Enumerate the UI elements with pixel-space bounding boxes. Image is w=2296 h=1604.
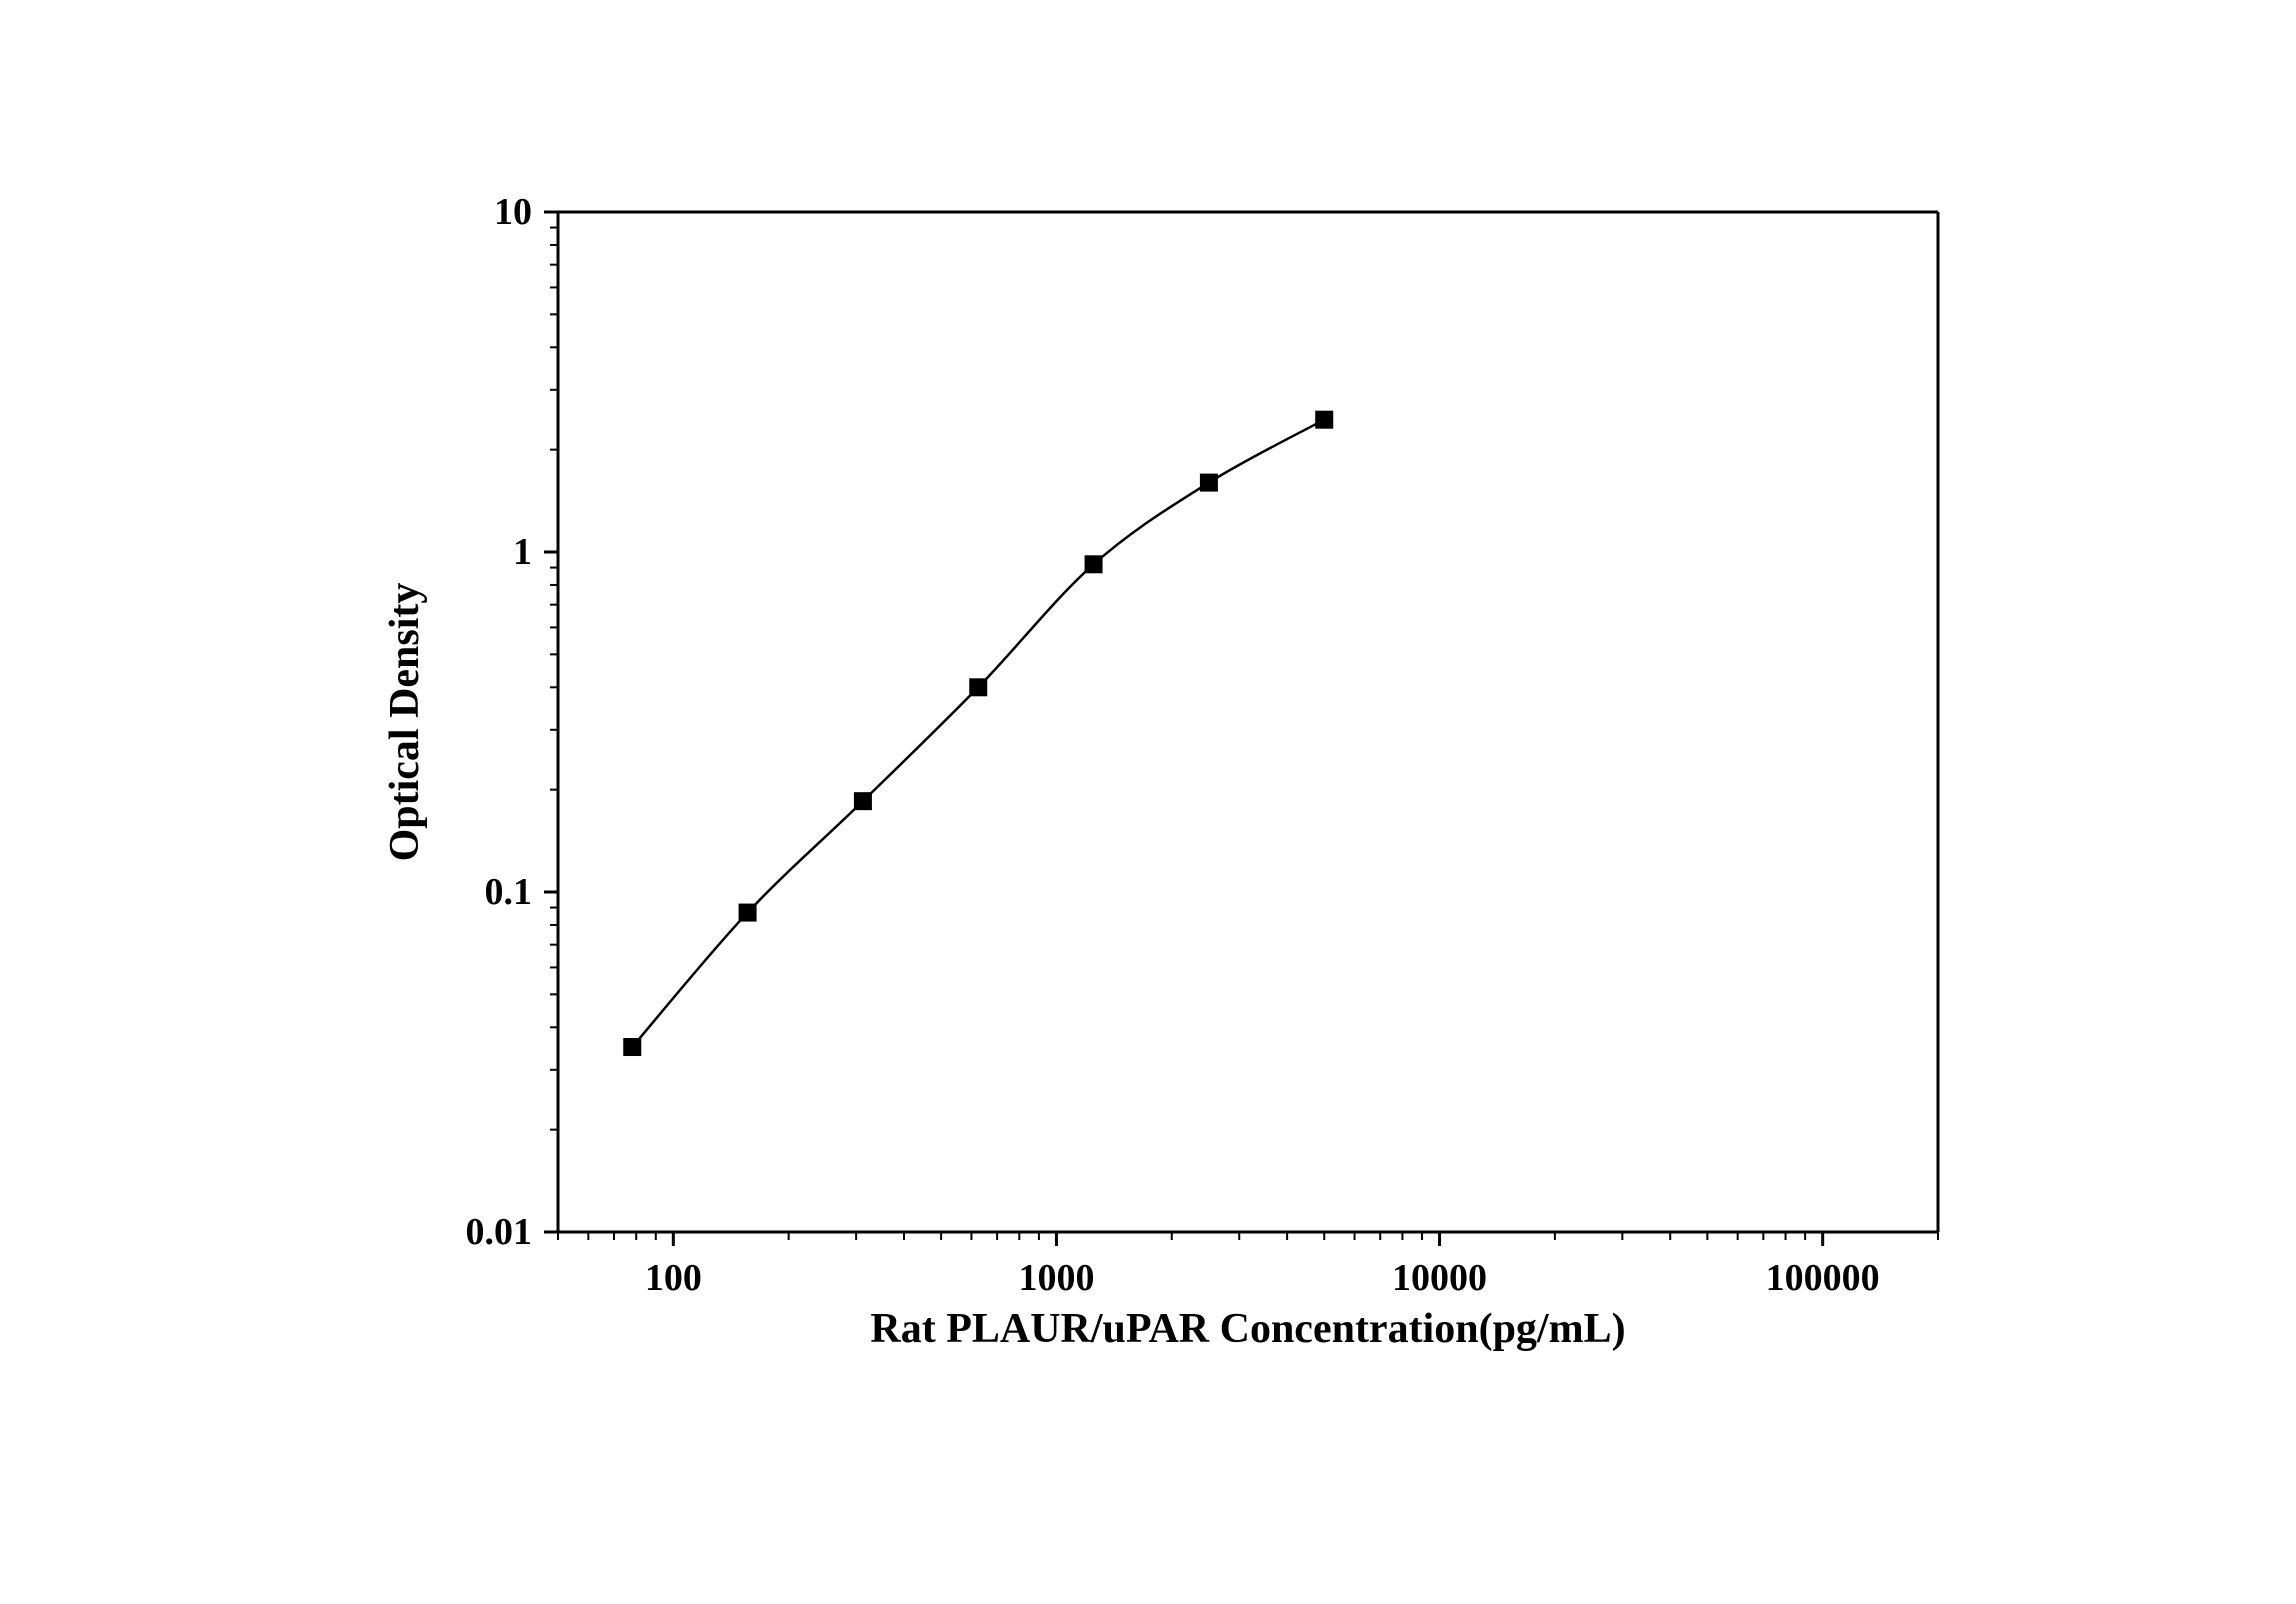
data-marker <box>623 1038 641 1056</box>
x-tick-label: 1000 <box>1018 1257 1094 1299</box>
x-tick-label: 10000 <box>1392 1257 1487 1299</box>
data-marker <box>969 678 987 696</box>
x-tick-label: 100000 <box>1766 1257 1880 1299</box>
y-tick-label: 0.1 <box>485 871 533 913</box>
data-curve <box>632 420 1324 1047</box>
y-axis-label: Optical Density <box>382 583 428 862</box>
data-marker <box>1315 411 1333 429</box>
chart-svg: 100 1000 10000 100000 0.01 0.1 1 10 Rat PLAUR/uP… <box>248 102 2048 1502</box>
x-tick-label: 100 <box>645 1257 702 1299</box>
y-tick-label: 0.01 <box>466 1211 533 1253</box>
data-marker <box>854 792 872 810</box>
data-marker <box>1085 555 1103 573</box>
y-tick-label: 10 <box>494 191 532 233</box>
x-axis-label: Rat PLAUR/uPAR Concentration(pg/mL) <box>870 1306 1625 1352</box>
y-tick-label: 1 <box>513 531 532 573</box>
chart-container: 100 1000 10000 100000 0.01 0.1 1 10 Rat PLAUR/uP… <box>248 102 2048 1502</box>
data-marker <box>739 904 757 922</box>
data-marker <box>1200 474 1218 492</box>
